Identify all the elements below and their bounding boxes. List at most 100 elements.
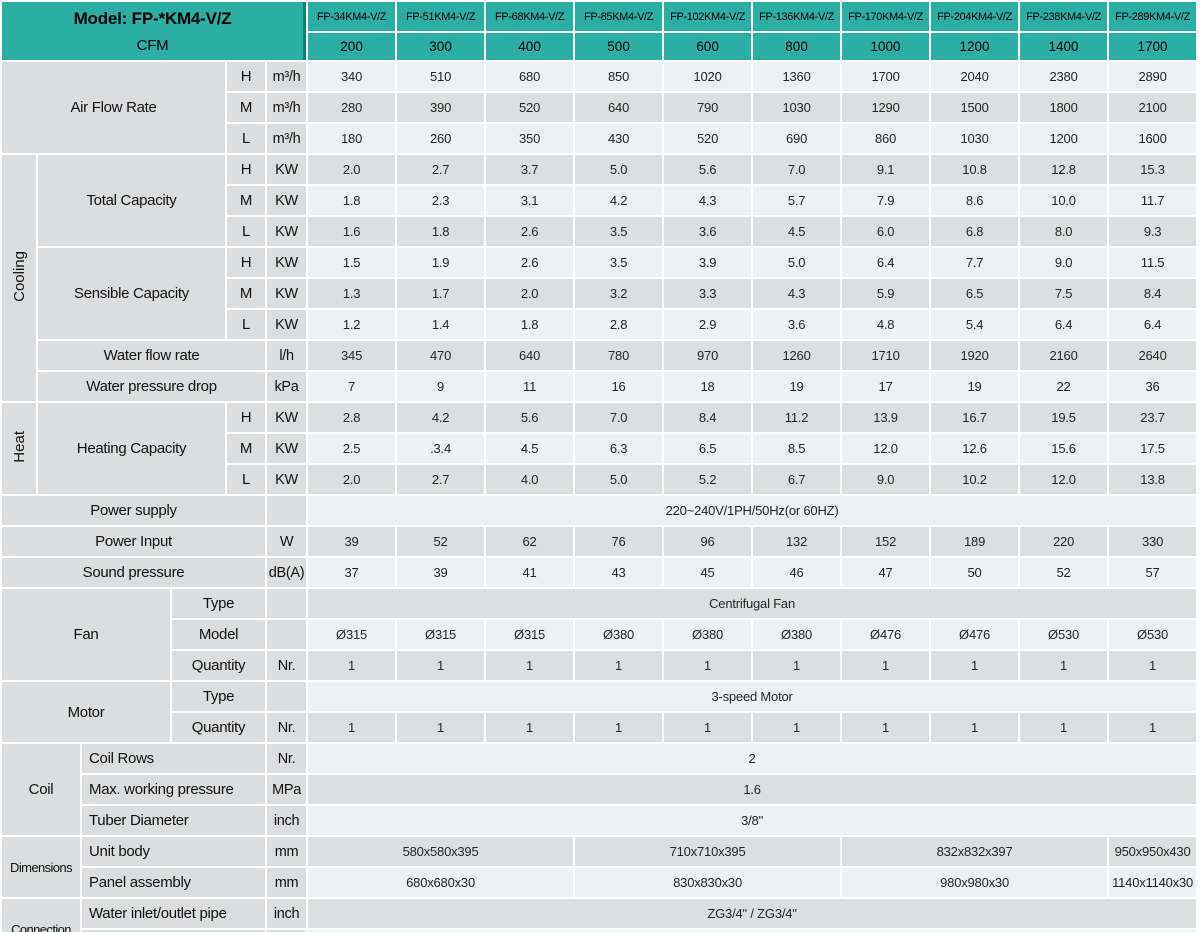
- value-cell: 1: [486, 713, 574, 742]
- value-cell: 11.7: [1109, 186, 1197, 215]
- value-cell: 18: [664, 372, 752, 401]
- section-label: Total Capacity: [38, 155, 225, 246]
- value-cell: 1.8: [308, 186, 396, 215]
- value-cell: 7.0: [575, 403, 663, 432]
- model-header-cell: FP-51KM4-V/Z: [397, 2, 485, 31]
- table-row: Water pressure drop kPa 7 9 11 16 18 19 17 19 22 36: [2, 372, 1197, 401]
- value-cell: Ø476: [842, 620, 930, 649]
- unit-cell: KW: [267, 186, 307, 215]
- merged-value-cell: 1140x1140x30: [1109, 868, 1197, 897]
- value-cell: 850: [575, 62, 663, 91]
- value-cell: 6.7: [753, 465, 841, 494]
- value-cell: Ø380: [575, 620, 663, 649]
- value-cell: 9.0: [1020, 248, 1108, 277]
- row-label: Quantity: [172, 651, 265, 680]
- value-cell: 1360: [753, 62, 841, 91]
- value-cell: 6.3: [575, 434, 663, 463]
- section-label: Air Flow Rate: [2, 62, 225, 153]
- value-cell: 7: [308, 372, 396, 401]
- unit-cell: KW: [267, 279, 307, 308]
- merged-value-cell: 220~240V/1PH/50Hz(or 60HZ): [308, 496, 1197, 525]
- cfm-value-cell: 1400: [1020, 33, 1108, 60]
- value-cell: 1: [486, 651, 574, 680]
- section-label: Dimensions: [2, 837, 80, 897]
- merged-value-cell: 3/8": [308, 806, 1197, 835]
- unit-cell: inch: [267, 806, 307, 835]
- value-cell: 1500: [931, 93, 1019, 122]
- speed-level-cell: H: [227, 62, 265, 91]
- row-label: Water flow rate: [38, 341, 265, 370]
- merged-value-cell: ZG3/4" / ZG3/4": [308, 899, 1197, 928]
- unit-cell: KW: [267, 155, 307, 184]
- value-cell: 1: [575, 713, 663, 742]
- value-cell: 5.4: [931, 310, 1019, 339]
- row-label: Power Input: [2, 527, 265, 556]
- merged-value-cell: 830x830x30: [575, 868, 841, 897]
- table-row: Tuber Diameter inch 3/8": [2, 806, 1197, 835]
- value-cell: 2640: [1109, 341, 1197, 370]
- value-cell: 1290: [842, 93, 930, 122]
- unit-cell: Nr.: [267, 744, 307, 773]
- value-cell: 2.6: [486, 217, 574, 246]
- value-cell: 3.9: [664, 248, 752, 277]
- value-cell: 10.2: [931, 465, 1019, 494]
- value-cell: 345: [308, 341, 396, 370]
- value-cell: 16.7: [931, 403, 1019, 432]
- value-cell: 10.0: [1020, 186, 1108, 215]
- value-cell: 2890: [1109, 62, 1197, 91]
- value-cell: 8.6: [931, 186, 1019, 215]
- model-header-cell: FP-102KM4-V/Z: [664, 2, 752, 31]
- value-cell: 2380: [1020, 62, 1108, 91]
- value-cell: 1: [308, 713, 396, 742]
- value-cell: 52: [397, 527, 485, 556]
- value-cell: 1: [308, 651, 396, 680]
- table-row: L KW 1.2 1.4 1.8 2.8 2.9 3.6 4.8 5.4 6.4 6.4: [2, 310, 1197, 339]
- value-cell: 1.8: [486, 310, 574, 339]
- value-cell: 47: [842, 558, 930, 587]
- model-header-cell: FP-136KM4-V/Z: [753, 2, 841, 31]
- row-label: Power supply: [2, 496, 265, 525]
- value-cell: 11.2: [753, 403, 841, 432]
- cfm-value-cell: 300: [397, 33, 485, 60]
- value-cell: 430: [575, 124, 663, 153]
- value-cell: 470: [397, 341, 485, 370]
- value-cell: 9: [397, 372, 485, 401]
- value-cell: 10.8: [931, 155, 1019, 184]
- value-cell: 1600: [1109, 124, 1197, 153]
- merged-value-cell: 950x950x430: [1109, 837, 1197, 866]
- row-label: Unit body: [82, 837, 265, 866]
- value-cell: 1920: [931, 341, 1019, 370]
- value-cell: 280: [308, 93, 396, 122]
- speed-level-cell: H: [227, 248, 265, 277]
- table-row: Sensible Capacity H KW 1.5 1.9 2.6 3.5 3.9 5.0 6.…: [2, 248, 1197, 339]
- unit-cell: [267, 682, 307, 711]
- section-label: Connection: [2, 899, 80, 932]
- cfm-value-cell: 1700: [1109, 33, 1197, 60]
- value-cell: 7.7: [931, 248, 1019, 277]
- merged-value-cell: 680x680x30: [308, 868, 574, 897]
- value-cell: 5.9: [842, 279, 930, 308]
- speed-level-cell: H: [227, 403, 265, 432]
- speed-level-cell: M: [227, 279, 265, 308]
- row-label: Panel assembly: [82, 868, 265, 897]
- value-cell: .3.4: [397, 434, 485, 463]
- speed-level-cell: L: [227, 310, 265, 339]
- value-cell: 520: [664, 124, 752, 153]
- value-cell: 1.5: [308, 248, 396, 277]
- unit-cell: l/h: [267, 341, 307, 370]
- value-cell: 1030: [931, 124, 1019, 153]
- value-cell: Ø380: [664, 620, 752, 649]
- value-cell: Ø315: [486, 620, 574, 649]
- value-cell: 1: [1020, 651, 1108, 680]
- value-cell: 3.3: [664, 279, 752, 308]
- value-cell: 19: [753, 372, 841, 401]
- unit-cell: m³/h: [267, 93, 307, 122]
- speed-level-cell: M: [227, 93, 265, 122]
- table-row: M KW 2.5.3.4 4.5 6.3 6.5 8.5 12.0 12.6 15.6 17.5: [2, 434, 1197, 463]
- value-cell: 1: [753, 651, 841, 680]
- merged-value-cell: 2: [308, 744, 1197, 773]
- table-row: Power supply 220~240V/1PH/50Hz(or 60HZ): [2, 496, 1197, 525]
- table-row: Cooling Total Capacity H KW 2.0 2.7 3.7 5.0 5.6 7…: [2, 155, 1197, 401]
- value-cell: 5.0: [753, 248, 841, 277]
- value-cell: 76: [575, 527, 663, 556]
